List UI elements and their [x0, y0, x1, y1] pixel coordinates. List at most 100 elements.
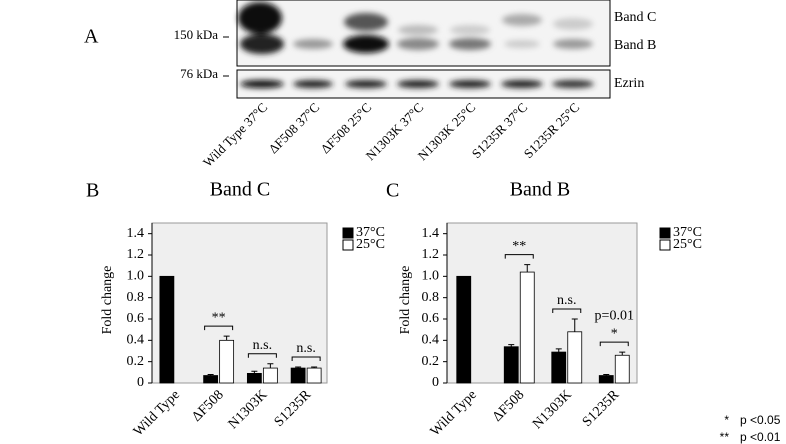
significance-bracket — [247, 353, 277, 358]
significance-label: n.s. — [557, 293, 576, 308]
legend-swatch — [342, 239, 354, 251]
chart-title: Band C — [210, 179, 271, 201]
legend-label: 37°C — [356, 225, 385, 240]
error-bar — [207, 373, 214, 376]
legend-label: 37°C — [673, 225, 702, 240]
marker-label: 76 kDa — [180, 66, 218, 81]
bar — [219, 339, 235, 384]
legend-swatch — [342, 227, 354, 239]
error-bar — [508, 344, 515, 347]
band-label: Ezrin — [614, 76, 644, 91]
blot: A 150 kDa 76 kDa Band C Band B Ezrin — [84, 0, 656, 99]
band-images — [238, 2, 593, 54]
error-bar — [295, 366, 302, 369]
error-bar — [619, 351, 626, 356]
error-bar — [603, 373, 610, 376]
marker-label: 150 kDa — [174, 27, 219, 42]
y-axis-label: Fold change — [100, 266, 115, 335]
bar — [246, 372, 262, 384]
y-tick-label: 1.0 — [127, 269, 145, 284]
y-tick-label: 0.6 — [127, 311, 145, 326]
x-tick-label: S1235R — [272, 387, 315, 430]
footnote: * p <0.05 ** p <0.01 — [720, 413, 781, 444]
lane-label: ΔF508 25°C — [318, 100, 375, 157]
ezrin-bands — [240, 80, 594, 88]
error-bar — [311, 366, 318, 369]
panel-label: B — [86, 180, 99, 202]
x-tick-label: Wild Type — [131, 387, 183, 439]
y-tick-label: 0 — [137, 375, 144, 390]
bar — [519, 271, 535, 384]
panel-label: A — [84, 26, 99, 48]
bar — [262, 367, 278, 384]
footnote-text: p <0.01 — [740, 430, 781, 444]
bar — [306, 367, 322, 384]
y-tick-label: 1.2 — [127, 247, 145, 262]
footnote-text: p <0.05 — [740, 413, 781, 427]
legend-swatch — [659, 227, 671, 239]
x-tick-label: S1235R — [580, 387, 623, 430]
y-tick-label: 0.2 — [127, 354, 145, 369]
band-label: Band B — [614, 38, 656, 53]
bar — [598, 375, 614, 384]
error-bar — [251, 370, 258, 374]
significance-label: n.s. — [296, 341, 315, 356]
bar — [614, 354, 630, 384]
plot-area — [446, 222, 638, 384]
y-tick-label: 1.0 — [422, 269, 440, 284]
significance-label: n.s. — [253, 338, 272, 353]
plot-area — [151, 222, 328, 384]
significance-bracket — [599, 341, 629, 347]
significance-label: ** — [212, 310, 226, 325]
chart-title: Band B — [510, 179, 571, 201]
footnote-symbol: ** — [720, 430, 730, 444]
bar — [290, 367, 306, 384]
y-tick-label: 0.6 — [422, 311, 440, 326]
bar — [203, 375, 219, 384]
x-tick-label: ΔF508 — [490, 387, 527, 424]
significance-bracket — [204, 325, 234, 331]
legend-label: 25°C — [356, 237, 385, 252]
x-tick-label: N1303K — [530, 387, 575, 432]
footnote-symbol: * — [724, 413, 729, 427]
error-bar — [555, 348, 562, 353]
lane-label: S1235R 25°C — [521, 100, 583, 162]
y-tick-label: 0 — [432, 375, 439, 390]
y-tick-label: 0.8 — [422, 290, 440, 305]
significance-bracket — [291, 356, 321, 361]
y-tick-label: 0.2 — [422, 354, 440, 369]
significance-bracket — [504, 254, 534, 259]
y-tick-label: 1.2 — [422, 247, 440, 262]
y-tick-label: 1.4 — [127, 226, 145, 241]
x-tick-label: N1303K — [226, 387, 271, 432]
bar — [567, 331, 583, 384]
legend-swatch — [659, 239, 671, 251]
p-value-note: p=0.01 — [595, 308, 634, 323]
error-bar — [524, 264, 531, 273]
bar — [551, 351, 567, 384]
y-tick-label: 0.4 — [127, 333, 145, 348]
y-tick-label: 1.4 — [422, 226, 440, 241]
charts: B Band C Fold change 0 0.2 0.4 0.6 0.8 1.0 1.2 1.4… — [86, 179, 702, 440]
significance-label: * — [611, 326, 618, 341]
bar — [456, 275, 472, 384]
panel-label: C — [386, 180, 399, 202]
legend-label: 25°C — [673, 237, 702, 252]
error-bar — [267, 363, 274, 369]
y-axis-label: Fold change — [398, 266, 413, 335]
significance-bracket — [552, 308, 582, 313]
lane-label: ΔF508 37°C — [266, 100, 323, 157]
significance-label: ** — [512, 239, 526, 254]
error-bar — [223, 335, 230, 341]
x-tick-label: Wild Type — [428, 387, 480, 439]
lane-label: Wild Type 37°C — [200, 100, 270, 170]
bar — [503, 346, 519, 384]
error-bar — [571, 318, 578, 332]
y-tick-label: 0.8 — [127, 290, 145, 305]
x-tick-label: ΔF508 — [189, 387, 226, 424]
band-label: Band C — [614, 10, 656, 25]
bar — [159, 275, 175, 384]
